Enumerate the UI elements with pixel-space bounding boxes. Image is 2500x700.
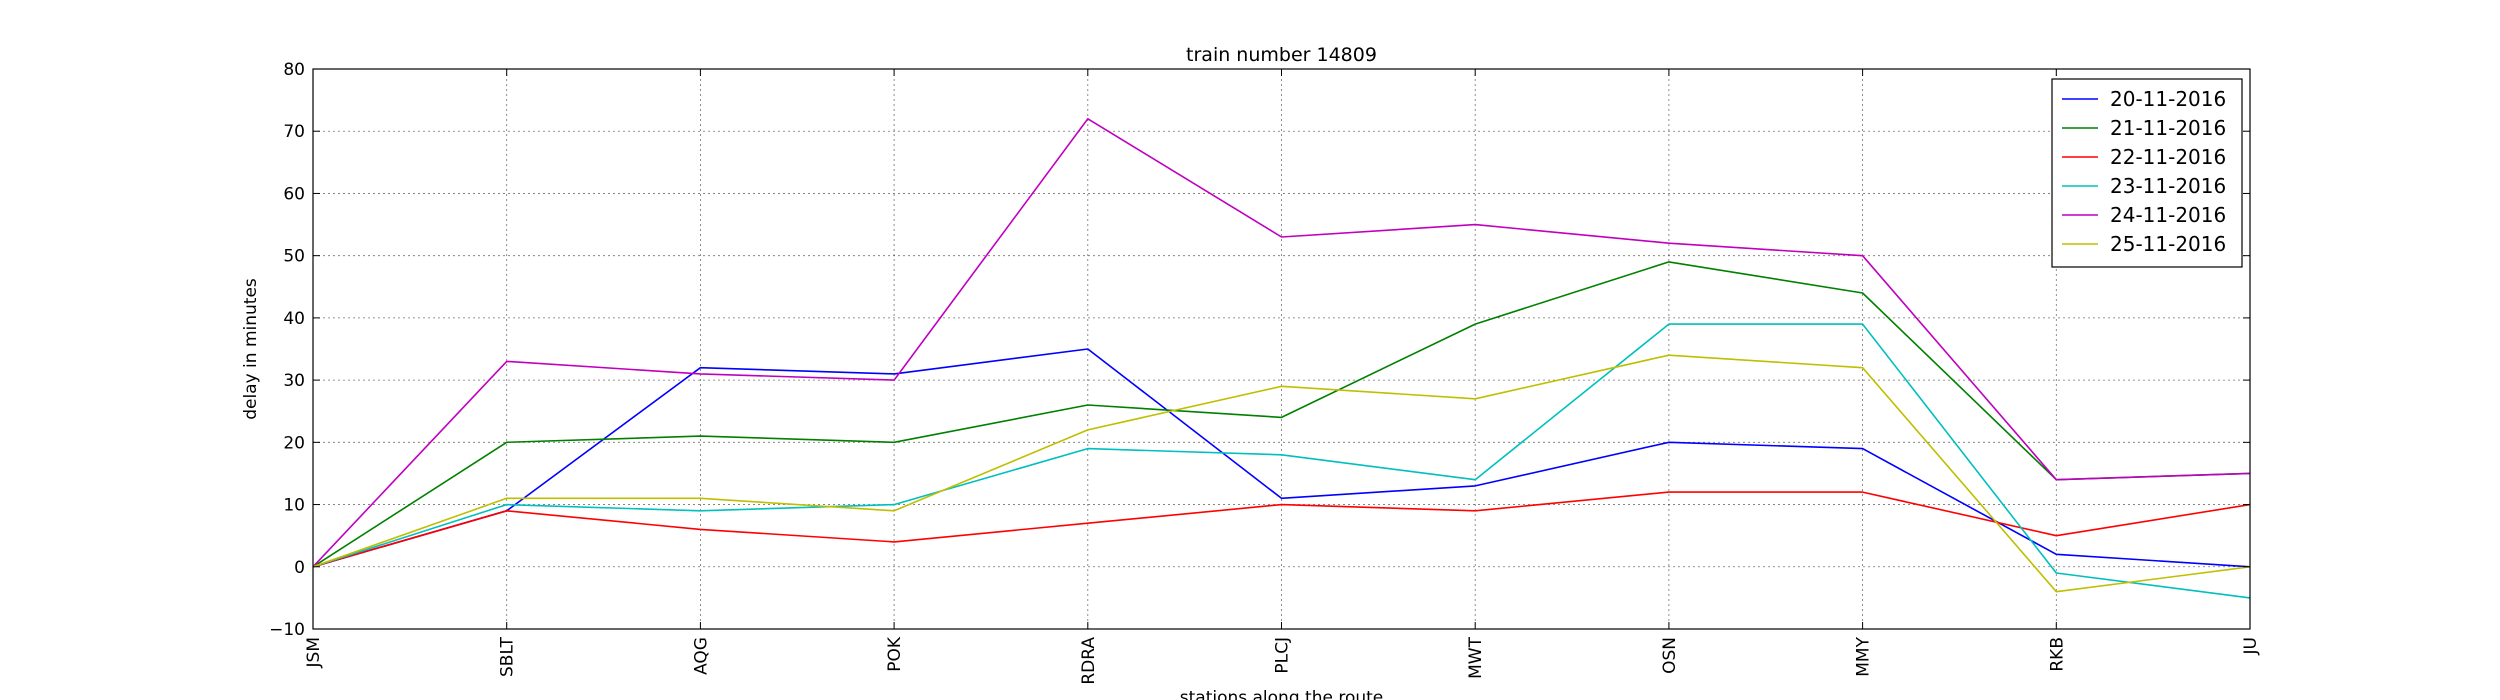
y-tick-label: 70 (283, 122, 305, 142)
x-axis-label: stations along the route (1180, 688, 1384, 700)
x-tick-label: RDRA (1079, 637, 1099, 685)
grid (313, 69, 2250, 629)
series-line-20-11-2016 (312, 348, 2251, 568)
y-tick-label: 50 (283, 247, 305, 267)
y-tick-label: 20 (283, 433, 305, 453)
legend-label: 24-11-2016 (2110, 203, 2226, 227)
x-tick-label: OSN (1660, 637, 1680, 674)
x-tick-label: JU (2241, 637, 2261, 655)
legend-label: 22-11-2016 (2110, 145, 2226, 169)
series-line-22-11-2016 (312, 491, 2251, 568)
x-tick-label: SBLT (498, 636, 518, 677)
legend-label: 25-11-2016 (2110, 232, 2226, 256)
x-tick-label: RKB (2047, 637, 2067, 672)
series-line-23-11-2016 (312, 323, 2251, 599)
series-lines (312, 118, 2251, 599)
series-line-21-11-2016 (312, 261, 2251, 568)
y-tick-label: −10 (269, 620, 305, 640)
chart-title: train number 14809 (1186, 44, 1377, 66)
x-tick-label: AQG (691, 637, 711, 675)
x-tick-label: POK (885, 636, 905, 672)
legend-box (2051, 78, 2243, 268)
y-tick-label: 80 (283, 60, 305, 80)
legend-label: 23-11-2016 (2110, 174, 2226, 198)
legend: 20-11-2016 21-11-2016 22-11-2016 23-11-2016… (2051, 78, 2243, 268)
series-line-24-11-2016 (312, 118, 2251, 568)
y-tick-label: 0 (294, 558, 305, 578)
y-tick-label: 60 (283, 184, 305, 204)
y-tick-label: 40 (283, 309, 305, 329)
series-line-25-11-2016 (312, 354, 2251, 593)
legend-label: 20-11-2016 (2110, 87, 2226, 111)
legend-label: 21-11-2016 (2110, 116, 2226, 140)
y-axis-label: delay in minutes (241, 278, 261, 420)
y-tick-label: 30 (283, 371, 305, 391)
axis-ticks: JSM SBLT AQG POK RDRA PLCJ MWT OSN MMY RKB JU −10 0 1… (269, 60, 2261, 685)
x-tick-label: MMY (1854, 636, 1874, 676)
x-tick-label: PLCJ (1273, 637, 1293, 674)
x-tick-label: MWT (1466, 636, 1486, 678)
y-tick-label: 10 (283, 496, 305, 516)
x-tick-label: JSM (304, 637, 324, 668)
